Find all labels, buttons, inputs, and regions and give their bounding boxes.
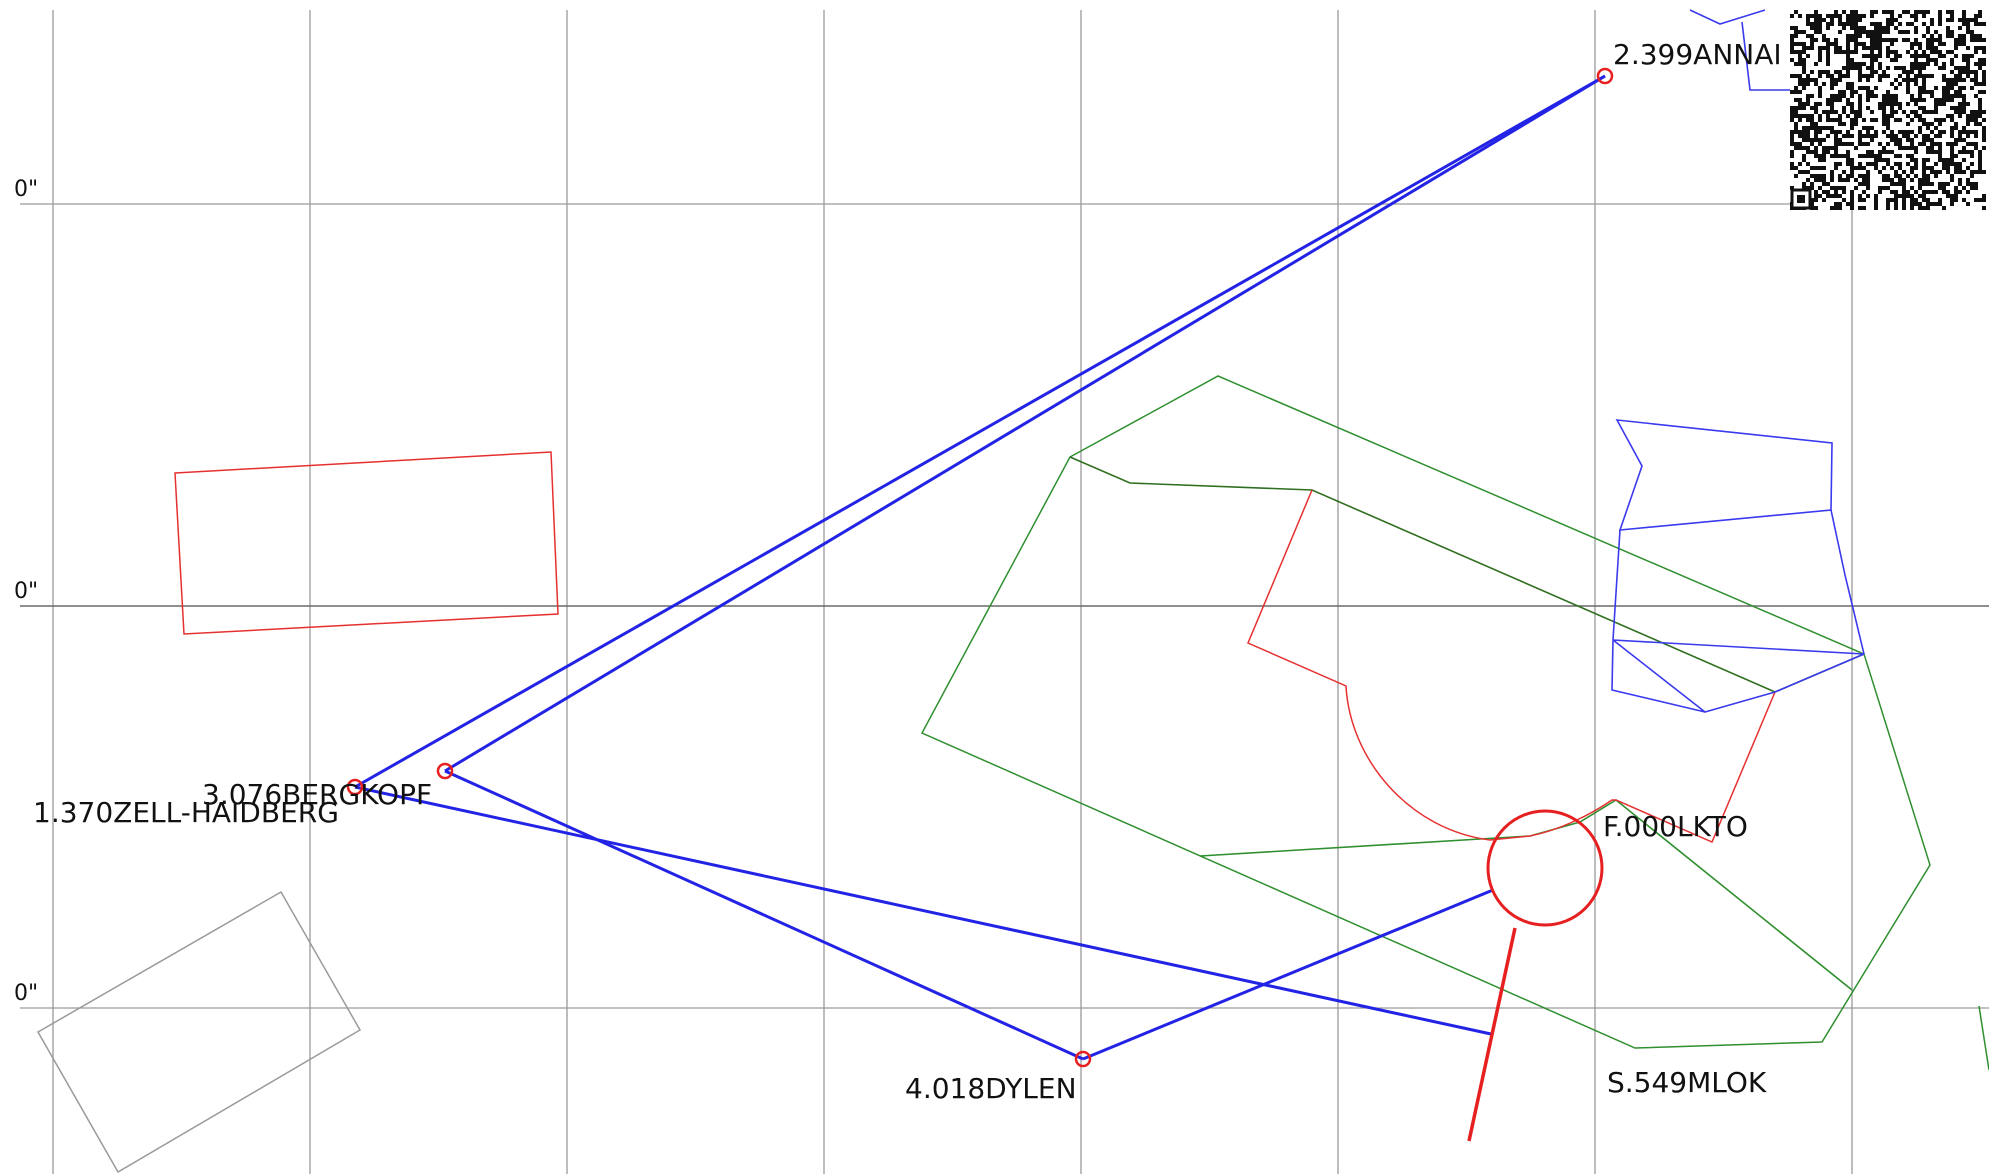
green-boundary-inner xyxy=(1069,456,1865,693)
grid-label-bottom: 0" xyxy=(14,981,38,1006)
grid-horizontal xyxy=(20,203,1989,1009)
green-boundary-outer xyxy=(920,375,1931,1049)
station-label-annai: 2.399ANNAI xyxy=(1613,38,1782,71)
station-marker-dylen[interactable] xyxy=(1074,1050,1092,1068)
station-marker-annai[interactable] xyxy=(1596,67,1614,85)
red-boundary-outline xyxy=(1247,489,1776,843)
station-label-bergkopf: 3.076BERGKOPF xyxy=(202,778,432,811)
station-marker-zell[interactable] xyxy=(346,778,364,796)
station-label-dylen: 4.018DYLEN xyxy=(905,1072,1077,1105)
target-circle[interactable] xyxy=(1486,809,1604,927)
grid-label-top: 0" xyxy=(14,177,38,202)
green-boundary-south xyxy=(1199,799,1853,991)
grid-label-middle: 0" xyxy=(14,579,38,604)
green-fragment-right xyxy=(1978,1005,1989,1071)
red-parcel-outline xyxy=(174,451,559,635)
station-label-lkto: F.000LKTO xyxy=(1603,810,1748,843)
station-marker-bergkopf[interactable] xyxy=(436,762,454,780)
qr-code-icon xyxy=(1790,10,1989,210)
station-label-zell: 1.370ZELL-HAIDBERG xyxy=(33,796,339,829)
target-bearing-line xyxy=(1467,927,1517,1142)
blue-building-group xyxy=(1611,9,1865,713)
grey-parcel-outline xyxy=(36,890,362,1174)
observation-rays xyxy=(354,74,1606,1061)
station-label-mlok: S.549MLOK xyxy=(1607,1066,1767,1099)
